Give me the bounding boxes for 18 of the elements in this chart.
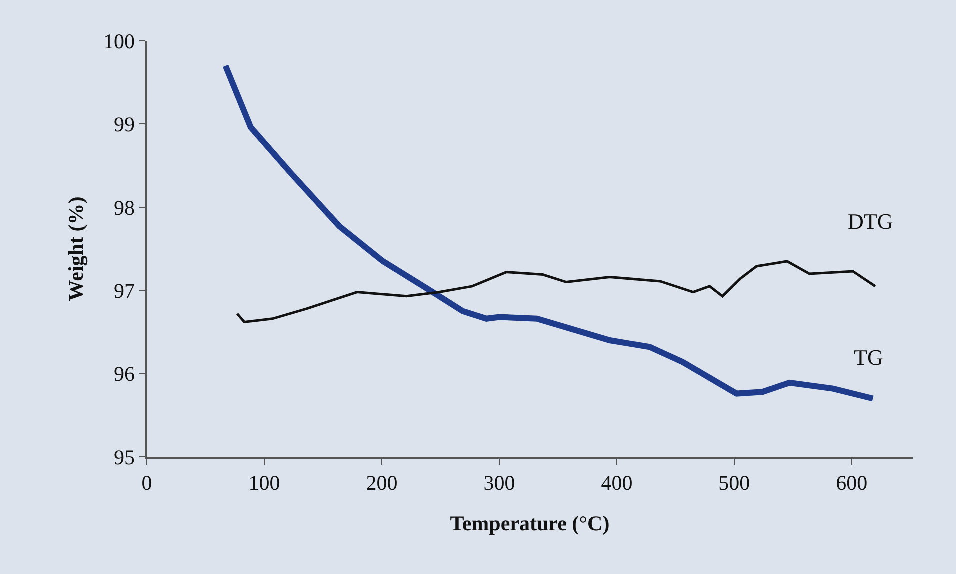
x-tick-label: 200 bbox=[366, 470, 398, 495]
x-tick-label: 0 bbox=[142, 470, 152, 495]
x-tick-label: 300 bbox=[484, 470, 516, 495]
line-series bbox=[236, 260, 877, 324]
x-tick-label: 100 bbox=[248, 470, 280, 495]
x-tick-label: 500 bbox=[718, 470, 750, 495]
y-tick-label: 95 bbox=[114, 445, 136, 470]
x-axis-title: Temperature (°C) bbox=[450, 512, 610, 536]
y-tick-label: 96 bbox=[114, 362, 136, 386]
y-tick-label: 99 bbox=[114, 112, 136, 137]
y-axis-title: Weight (%) bbox=[64, 196, 88, 302]
series-label: DTG bbox=[848, 209, 894, 234]
series-label: TG bbox=[854, 345, 884, 370]
x-tick-label: 400 bbox=[601, 470, 633, 495]
y-tick-label: 100 bbox=[104, 29, 136, 54]
y-tick-label: 98 bbox=[114, 196, 136, 220]
x-tick-label: 600 bbox=[836, 470, 868, 495]
y-tick-label: 97 bbox=[114, 278, 136, 303]
